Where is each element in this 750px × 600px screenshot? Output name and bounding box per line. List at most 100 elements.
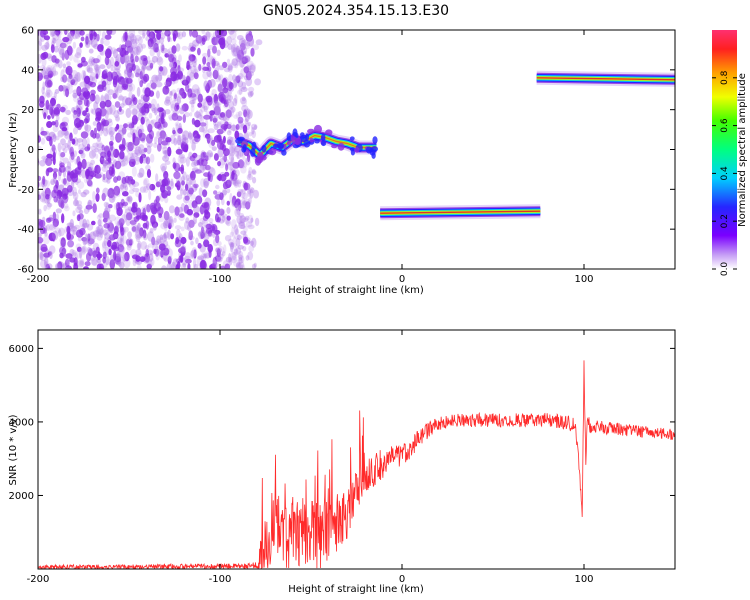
noise-blob	[193, 249, 197, 259]
noise-blob	[240, 165, 247, 174]
noise-blob	[185, 217, 190, 224]
noise-blob	[200, 160, 206, 171]
noise-blob	[207, 232, 214, 238]
noise-blob	[50, 64, 55, 74]
noise-blob	[66, 225, 71, 234]
noise-blob	[182, 114, 186, 123]
noise-blob	[245, 31, 253, 41]
noise-blob	[241, 255, 245, 264]
noise-blob	[222, 135, 226, 144]
noise-blob	[100, 44, 104, 50]
noise-blob	[130, 179, 136, 185]
noise-blob	[99, 228, 104, 239]
noise-blob	[188, 230, 193, 241]
noise-blob	[225, 109, 232, 119]
noise-blob	[215, 234, 220, 244]
noise-blob	[162, 250, 167, 261]
noise-blob	[57, 184, 65, 191]
noise-blob	[239, 215, 246, 224]
noise-blob	[181, 74, 186, 80]
noise-blob	[232, 98, 238, 107]
noise-blob	[247, 214, 254, 224]
noise-blob	[143, 185, 149, 194]
noise-blob	[74, 71, 82, 82]
noise-blob	[146, 30, 151, 37]
noise-blob	[114, 225, 119, 235]
noise-blob	[159, 234, 164, 241]
noise-blob	[189, 219, 197, 226]
noise-blob	[140, 55, 148, 62]
noise-blob	[206, 150, 213, 158]
noise-blob	[242, 192, 248, 200]
noise-blob	[50, 178, 56, 185]
noise-blob	[127, 195, 133, 204]
noise-blob	[198, 222, 203, 228]
noise-blob	[147, 262, 152, 269]
noise-blob	[150, 153, 155, 163]
noise-blob	[230, 61, 238, 69]
noise-blob	[172, 157, 176, 165]
track-blob	[350, 149, 355, 156]
noise-blob	[188, 219, 195, 228]
noise-blob	[53, 62, 61, 68]
noise-blob	[184, 220, 190, 230]
noise-blob	[44, 261, 49, 269]
noise-blob	[156, 55, 163, 63]
noise-blob	[146, 263, 152, 269]
noise-blob	[190, 57, 198, 64]
noise-blob	[143, 147, 148, 153]
noise-blob	[87, 201, 91, 212]
noise-blob	[213, 229, 221, 235]
noise-blob	[55, 213, 60, 221]
noise-blob	[224, 235, 232, 242]
noise-blob	[130, 56, 135, 67]
noise-blob	[31, 38, 38, 45]
noise-blob	[235, 237, 241, 247]
figure-title: GN05.2024.354.15.13.E30	[263, 3, 449, 19]
noise-blob	[119, 47, 127, 58]
noise-blob	[180, 253, 184, 263]
noise-blob	[167, 146, 172, 157]
noise-blob	[98, 217, 103, 227]
noise-blob	[81, 158, 87, 170]
noise-blob	[156, 103, 160, 114]
noise-blob	[81, 246, 86, 253]
noise-blob	[205, 151, 212, 161]
noise-blob	[231, 58, 238, 66]
noise-blob	[249, 240, 254, 246]
noise-blob	[86, 114, 90, 120]
noise-blob	[94, 164, 101, 174]
noise-blob	[180, 226, 185, 232]
noise-blob	[60, 138, 66, 146]
noise-blob	[89, 81, 97, 88]
noise-blob	[72, 199, 80, 207]
noise-blob	[135, 38, 139, 45]
noise-blob	[50, 31, 57, 36]
noise-blob	[235, 228, 239, 235]
noise-blob	[157, 136, 162, 146]
noise-blob	[80, 131, 89, 139]
noise-blob	[48, 77, 53, 84]
noise-blob	[155, 238, 162, 246]
noise-blob	[95, 153, 99, 159]
noise-blob	[61, 197, 66, 203]
noise-blob	[161, 131, 165, 141]
noise-blob	[184, 182, 192, 191]
noise-blob	[169, 61, 174, 69]
noise-blob	[133, 149, 141, 155]
noise-blob	[122, 191, 129, 197]
noise-blob	[132, 132, 136, 143]
noise-blob	[163, 232, 167, 239]
noise-blob	[62, 147, 68, 154]
noise-blob	[234, 233, 240, 240]
track-blob	[295, 137, 302, 145]
noise-blob	[151, 82, 157, 91]
noise-blob	[52, 218, 59, 227]
noise-blob	[189, 71, 195, 81]
noise-blob	[217, 147, 224, 158]
noise-blob	[73, 74, 79, 82]
noise-blob	[236, 191, 242, 198]
x-tick-label: 100	[574, 274, 593, 285]
noise-blob	[140, 94, 146, 99]
noise-blob	[151, 236, 156, 246]
